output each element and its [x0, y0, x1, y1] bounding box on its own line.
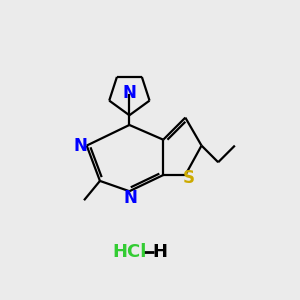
- Text: HCl: HCl: [112, 243, 147, 261]
- Text: S: S: [183, 169, 195, 187]
- Text: H: H: [153, 243, 168, 261]
- Text: N: N: [122, 85, 136, 103]
- Text: N: N: [73, 136, 87, 154]
- Text: N: N: [123, 189, 137, 207]
